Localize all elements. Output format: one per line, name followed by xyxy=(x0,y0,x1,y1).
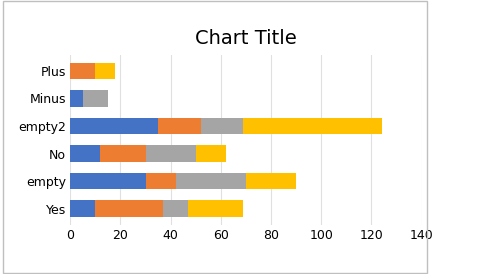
Bar xyxy=(145,145,195,162)
Bar xyxy=(70,62,95,79)
Bar xyxy=(70,118,158,134)
Bar xyxy=(95,200,163,217)
Bar xyxy=(200,118,243,134)
Bar xyxy=(188,200,243,217)
Bar xyxy=(70,200,95,217)
Bar xyxy=(70,90,83,107)
Bar xyxy=(243,118,381,134)
Bar xyxy=(70,173,145,189)
Bar xyxy=(163,200,188,217)
Bar xyxy=(95,62,115,79)
Title: Chart Title: Chart Title xyxy=(195,29,296,48)
Bar xyxy=(158,118,200,134)
Bar xyxy=(175,173,245,189)
Bar xyxy=(145,173,175,189)
Bar xyxy=(100,145,145,162)
Bar xyxy=(70,145,100,162)
Bar xyxy=(83,90,108,107)
Bar xyxy=(245,173,296,189)
Bar xyxy=(195,145,225,162)
